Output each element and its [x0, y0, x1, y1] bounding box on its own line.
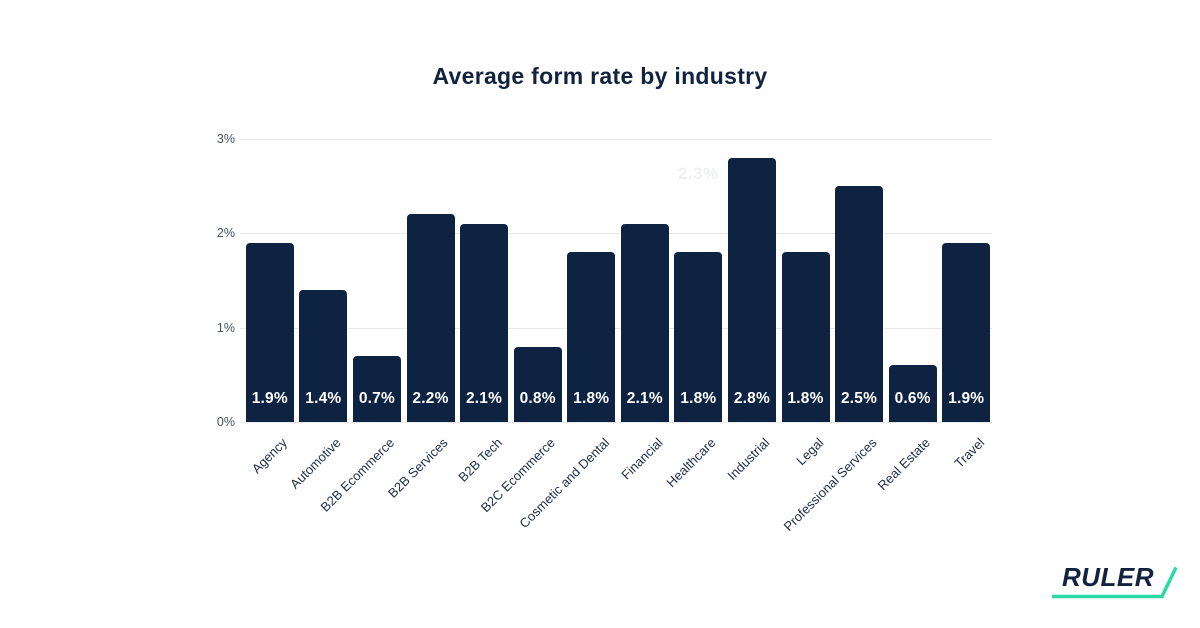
gridline — [240, 139, 992, 140]
bar-agency: 1.9% — [245, 242, 294, 422]
gridline — [240, 233, 992, 235]
bar-automotive: 1.4% — [299, 289, 348, 422]
gridline — [240, 422, 992, 423]
x-axis-label-agency: Agency — [249, 435, 291, 477]
bar-real-estate: 0.6% — [888, 365, 937, 422]
bar-b2b-ecommerce: 0.7% — [352, 355, 401, 422]
y-axis-tick-label: 2% — [216, 226, 235, 241]
bar-legal: 1.8% — [781, 252, 830, 422]
ghost-value-label: 2.3% — [678, 164, 719, 183]
x-axis-label-real-estate: Real Estate — [875, 435, 934, 494]
x-axis-label-automotive: Automotive — [287, 435, 344, 492]
bar-b2c-ecommerce: 0.8% — [513, 346, 562, 422]
bar-value-label: 1.4% — [305, 389, 342, 407]
bar-value-label: 2.8% — [733, 389, 770, 407]
bar-value-label: 2.1% — [626, 389, 663, 407]
chart-title: Average form rate by industry — [432, 63, 768, 89]
x-axis-label-industrial: Industrial — [724, 435, 773, 483]
bar-value-label: 0.7% — [358, 389, 395, 407]
ruler-underline-slash-icon — [1052, 566, 1178, 599]
ruler-logo-text: RULER — [1062, 562, 1155, 592]
gridline — [240, 327, 992, 329]
bar-healthcare: 1.8% — [674, 252, 723, 422]
bar-travel: 1.9% — [942, 242, 991, 422]
bar-value-label: 1.8% — [680, 389, 717, 407]
bar-value-label: 0.6% — [894, 389, 931, 407]
ruler-logo: RULER — [1050, 556, 1190, 608]
x-axis-label-professional-services: Professional Services — [780, 435, 880, 534]
bar-b2b-services: 2.2% — [406, 214, 455, 422]
x-axis-label-b2b-tech: B2B Tech — [454, 435, 505, 485]
x-axis-label-healthcare: Healthcare — [663, 435, 719, 491]
bar-value-label: 1.8% — [573, 389, 610, 407]
bar-cosmetic-and-dental: 1.8% — [567, 252, 616, 422]
bar-value-label: 1.8% — [787, 389, 824, 407]
x-axis-label-financial: Financial — [618, 435, 666, 483]
bar-professional-services: 2.5% — [835, 186, 884, 422]
y-axis-tick-label: 3% — [216, 132, 235, 146]
bar-industrial: 2.8% — [727, 157, 776, 422]
x-axis-label-legal: Legal — [793, 435, 827, 469]
bar-value-label: 0.8% — [519, 389, 556, 407]
bar-value-label: 1.9% — [251, 389, 288, 407]
x-axis-label-travel: Travel — [951, 435, 987, 471]
y-axis-tick-label: 1% — [216, 320, 235, 335]
x-axis-label-cosmetic-and-dental: Cosmetic and Dental — [515, 435, 612, 531]
bar-value-label: 2.2% — [412, 389, 449, 407]
y-axis-tick-label: 0% — [216, 415, 235, 429]
bar-b2b-tech: 2.1% — [460, 223, 509, 422]
bar-value-label: 2.1% — [465, 389, 503, 407]
bar-financial: 2.1% — [620, 223, 669, 422]
bar-value-label: 1.9% — [948, 389, 985, 407]
bar-value-label: 2.5% — [840, 389, 878, 407]
